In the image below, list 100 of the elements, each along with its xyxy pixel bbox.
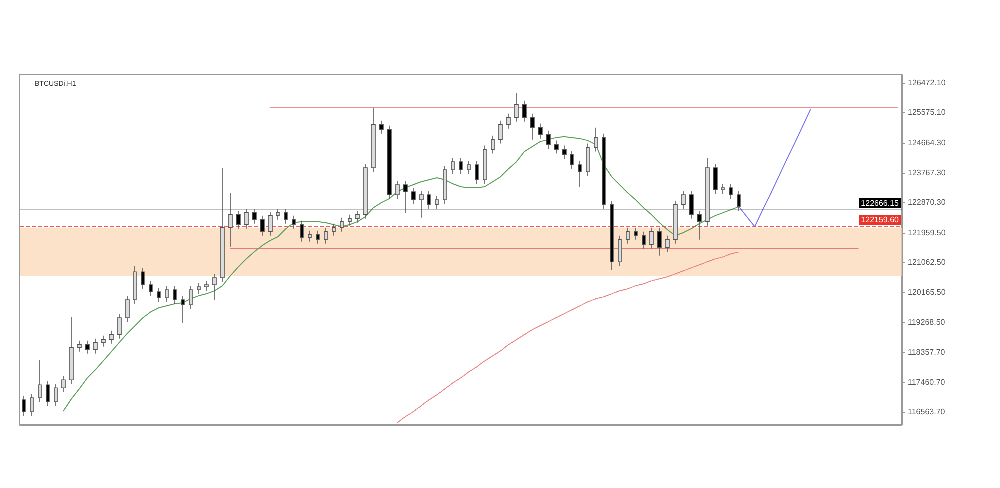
- candlestick: [562, 145, 567, 160]
- candlestick: [689, 190, 694, 220]
- candlestick: [642, 231, 646, 250]
- candlestick: [125, 296, 130, 322]
- candlestick: [546, 130, 551, 150]
- y-tick-label: 124664.30: [908, 138, 946, 148]
- candlestick: [212, 274, 217, 300]
- candlestick: [61, 376, 66, 392]
- candlestick: [459, 158, 463, 174]
- candlestick: [109, 330, 114, 344]
- candlestick: [85, 340, 90, 354]
- candlestick: [713, 164, 718, 194]
- candlestick: [491, 135, 495, 154]
- candlestick: [252, 208, 257, 224]
- candlestick: [220, 168, 225, 282]
- y-tick-label: 119268.50: [908, 318, 946, 327]
- candlestick: [308, 230, 312, 242]
- candlestick: [435, 196, 439, 210]
- candlestick: [705, 158, 710, 226]
- candlestick: [387, 125, 392, 200]
- candlestick: [244, 208, 249, 230]
- candlestick: [355, 210, 360, 224]
- candlestick: [514, 92, 519, 122]
- candlestick: [276, 208, 280, 220]
- candlestick: [419, 190, 424, 218]
- candlestick: [634, 227, 638, 240]
- candlestick: [332, 224, 336, 236]
- candlestick: [403, 180, 408, 214]
- y-tick-label: 126472.10: [908, 78, 946, 88]
- candlestick: [443, 166, 447, 204]
- candlestick: [626, 227, 630, 244]
- candlestick: [554, 140, 559, 154]
- candlestick: [260, 216, 265, 236]
- y-tick-label: 121062.50: [908, 258, 946, 268]
- line-series: [738, 109, 812, 228]
- candlestick: [721, 184, 725, 194]
- candlestick: [371, 108, 376, 172]
- candlestick: [737, 190, 741, 212]
- candlestick: [324, 227, 328, 244]
- y-tick-label: 118357.70: [908, 348, 946, 358]
- candlestick: [578, 160, 582, 188]
- candlestick: [204, 280, 209, 292]
- candlestick: [665, 235, 670, 253]
- candlestick: [681, 190, 686, 210]
- candlestick: [522, 100, 527, 122]
- candlestick: [189, 286, 193, 310]
- candlestick: [538, 123, 543, 140]
- candlestick: [292, 216, 296, 230]
- candlestick: [300, 220, 304, 242]
- candlestick: [284, 208, 288, 224]
- candlestick: [316, 230, 320, 244]
- candlestick: [173, 286, 177, 304]
- candlestick: [411, 188, 416, 204]
- candlestick: [38, 360, 42, 402]
- candlestick: [498, 120, 503, 144]
- candlestick: [467, 160, 471, 174]
- candlestick: [395, 180, 400, 200]
- y-tick-label: 125575.10: [908, 108, 946, 118]
- candlestick: [117, 314, 122, 340]
- candlestick: [483, 145, 487, 184]
- candlestick: [141, 268, 145, 290]
- y-tick-label: 123767.30: [908, 168, 946, 178]
- y-tick-label: 121959.50: [908, 228, 946, 238]
- candlestick: [697, 210, 702, 240]
- candlestick: [649, 227, 654, 250]
- candlestick: [618, 235, 622, 267]
- candlestick: [22, 396, 26, 416]
- y-tick-label: 116563.70: [908, 408, 946, 417]
- y-tick-label: 122870.30: [908, 198, 946, 208]
- candlestick: [30, 394, 34, 416]
- ref-line-label: 122159.60: [861, 216, 900, 225]
- candlestick: [46, 380, 50, 406]
- candlestick: [348, 214, 352, 226]
- candlestick: [197, 282, 201, 294]
- candlestick: [427, 190, 431, 210]
- candlestick: [475, 160, 479, 184]
- candlestick: [165, 286, 169, 302]
- line-series: [396, 252, 740, 424]
- candlestick: [610, 200, 614, 271]
- candlestick: [451, 158, 455, 174]
- candlestick: [363, 164, 368, 220]
- candlestick: [506, 113, 511, 130]
- candlestick: [101, 336, 106, 348]
- candlestick: [93, 338, 98, 354]
- candlestick: [530, 113, 535, 140]
- candlestick: [570, 150, 574, 170]
- ref-line-label: 122666.15: [861, 198, 900, 208]
- candlestick: [268, 212, 273, 236]
- candlestick: [602, 133, 606, 210]
- candlestick: [157, 288, 161, 302]
- candlestick: [77, 340, 82, 352]
- candlestick: [586, 143, 590, 176]
- candlestick: [133, 266, 137, 304]
- candlestick: [228, 192, 233, 248]
- candlestick: [181, 296, 185, 324]
- candlestick: [657, 227, 662, 256]
- candlestick: [340, 218, 344, 232]
- candlestick: [673, 200, 678, 244]
- line-series: [63, 136, 740, 412]
- candlestick: [379, 120, 384, 134]
